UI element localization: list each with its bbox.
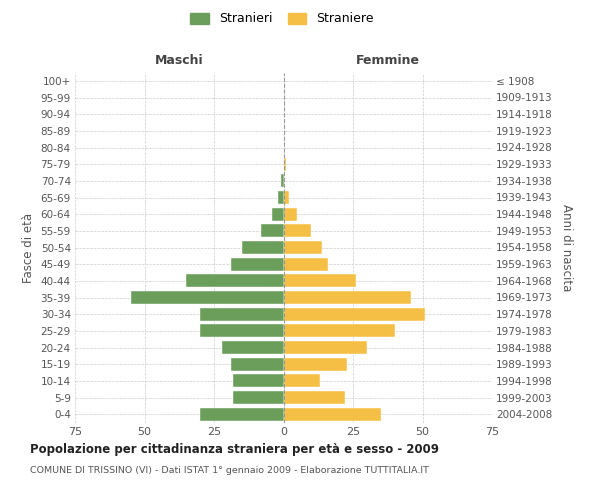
Bar [284,191,289,204]
Bar [284,158,286,170]
Bar [278,191,284,204]
Bar [230,358,284,370]
Text: Popolazione per cittadinanza straniera per età e sesso - 2009: Popolazione per cittadinanza straniera p… [30,442,439,456]
Bar [200,408,284,420]
Bar [186,274,284,287]
Legend: Stranieri, Straniere: Stranieri, Straniere [187,8,377,29]
Bar [284,258,328,270]
Bar [284,208,298,220]
Bar [200,324,284,338]
Text: COMUNE DI TRISSINO (VI) - Dati ISTAT 1° gennaio 2009 - Elaborazione TUTTITALIA.I: COMUNE DI TRISSINO (VI) - Dati ISTAT 1° … [30,466,429,475]
Bar [233,391,284,404]
Bar [272,208,284,220]
Bar [284,308,425,320]
Bar [284,291,412,304]
Bar [242,241,284,254]
Bar [284,358,347,370]
Bar [230,258,284,270]
Bar [284,374,320,388]
Text: Femmine: Femmine [356,54,420,68]
Bar [233,374,284,388]
Bar [261,224,284,237]
Y-axis label: Fasce di età: Fasce di età [22,212,35,282]
Bar [131,291,284,304]
Text: Maschi: Maschi [155,54,203,68]
Bar [284,241,322,254]
Bar [284,391,344,404]
Bar [281,174,284,188]
Bar [223,341,284,354]
Bar [284,274,356,287]
Bar [284,224,311,237]
Bar [200,308,284,320]
Bar [284,341,367,354]
Y-axis label: Anni di nascita: Anni di nascita [560,204,573,291]
Bar [284,408,381,420]
Bar [284,324,395,338]
